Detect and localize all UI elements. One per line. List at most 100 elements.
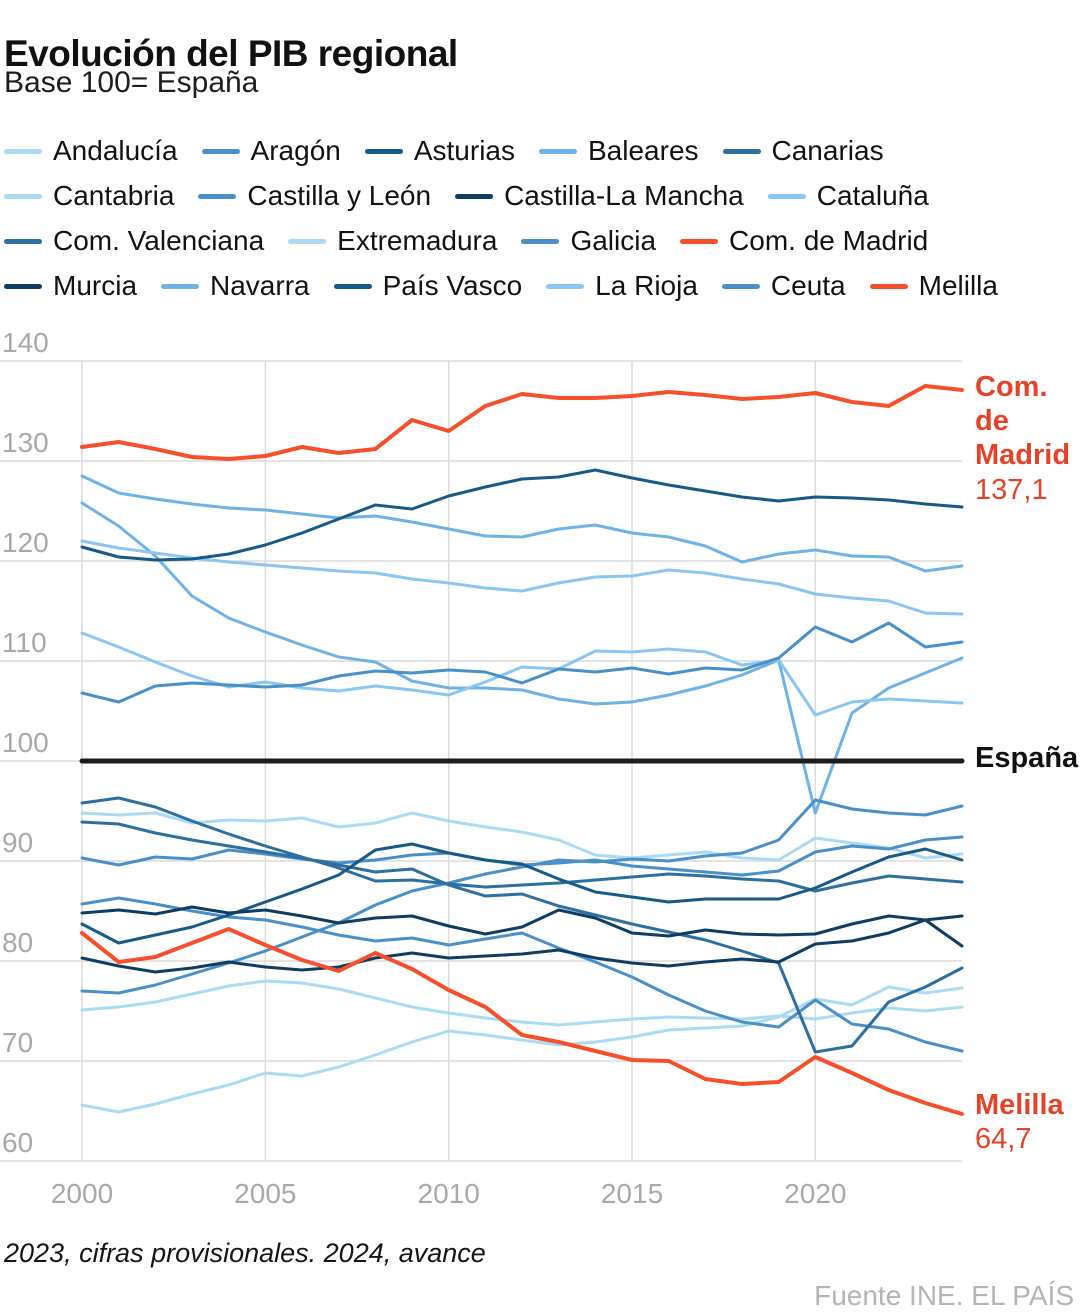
- series-line-Aragón: [80, 621, 964, 704]
- legend-label: Extremadura: [337, 225, 498, 256]
- legend-item-Ceuta: Ceuta: [721, 268, 846, 304]
- annotation-madrid-label: Com. de Madrid: [975, 371, 1071, 472]
- annotation-melilla-label: Melilla: [975, 1089, 1064, 1121]
- legend-label: Canarias: [771, 135, 884, 166]
- x-tick-label-2005: 2005: [234, 1178, 297, 1209]
- legend-label: Andalucía: [53, 135, 178, 166]
- legend-swatch-icon: [4, 148, 42, 154]
- legend-swatch-icon: [4, 238, 42, 244]
- annotation-espana-label: España: [975, 742, 1079, 774]
- legend-label: Com. Valenciana: [53, 225, 265, 256]
- legend-swatch-icon: [455, 193, 494, 199]
- series-line-Melilla: [80, 927, 964, 1116]
- page-title: Evolución del PIB regional: [4, 32, 458, 74]
- legend-item-Castilla-La Mancha: Castilla-La Mancha: [455, 178, 744, 214]
- legend-label: Castilla y León: [247, 180, 432, 211]
- legend-swatch-icon: [333, 283, 372, 289]
- y-tick-label-60: 60: [2, 1127, 34, 1158]
- source-credit: Fuente INE. EL PAÍS: [814, 1280, 1074, 1311]
- legend-swatch-icon: [721, 283, 760, 289]
- legend: Andalucía Aragón Asturias Baleares Canarias C…: [4, 133, 1066, 304]
- series-line-País Vasco: [80, 468, 964, 562]
- y-tick-label-70: 70: [2, 1027, 34, 1058]
- legend-swatch-icon: [288, 238, 327, 244]
- legend-label: Murcia: [53, 270, 138, 301]
- series-line-Baleares: [80, 501, 964, 815]
- x-tick-label-2020: 2020: [784, 1178, 847, 1209]
- y-tick-label-120: 120: [2, 527, 49, 558]
- legend-swatch-icon: [722, 148, 761, 154]
- x-tick-label-2010: 2010: [417, 1178, 480, 1209]
- series-line-Cantabria: [80, 811, 964, 862]
- legend-item-Galicia: Galicia: [521, 223, 656, 259]
- legend-item-Asturias: Asturias: [364, 133, 515, 169]
- y-tick-label-90: 90: [2, 827, 34, 858]
- legend-item-País Vasco: País Vasco: [333, 268, 523, 304]
- legend-label: Melilla: [918, 270, 998, 301]
- legend-label: Galicia: [570, 225, 657, 256]
- annotation-melilla: Melilla 64,7: [975, 1088, 1064, 1156]
- legend-swatch-icon: [4, 283, 42, 289]
- legend-label: Com. de Madrid: [729, 225, 929, 256]
- legend-item-Murcia: Murcia: [4, 268, 137, 304]
- legend-item-Castilla y León: Castilla y León: [198, 178, 431, 214]
- y-tick-label-140: 140: [2, 327, 49, 358]
- annotation-com-de-madrid: Com. de Madrid 137,1: [975, 370, 1077, 507]
- legend-label: Navarra: [210, 270, 310, 301]
- series-line-Com. Valenciana: [80, 796, 964, 893]
- legend-item-Navarra: Navarra: [161, 268, 310, 304]
- legend-label: Cantabria: [53, 180, 175, 211]
- y-tick-label-80: 80: [2, 927, 34, 958]
- series-line-Com. de Madrid: [80, 384, 964, 461]
- annotation-melilla-value: 64,7: [975, 1123, 1032, 1156]
- series-line-Castilla-La Mancha: [80, 918, 964, 974]
- x-tick-label-2000: 2000: [50, 1178, 114, 1209]
- footnote: 2023, cifras provisionales. 2024, avance: [4, 1238, 486, 1268]
- legend-swatch-icon: [198, 193, 237, 199]
- legend-item-Com. de Madrid: Com. de Madrid: [680, 223, 928, 259]
- legend-swatch-icon: [364, 148, 403, 154]
- series-line-Cataluña: [80, 539, 964, 616]
- legend-item-Andalucía: Andalucía: [4, 133, 178, 169]
- legend-label: Baleares: [588, 135, 699, 166]
- legend-swatch-icon: [767, 193, 806, 199]
- page-subtitle: Base 100= España: [4, 66, 259, 99]
- legend-item-Aragón: Aragón: [201, 133, 341, 169]
- legend-item-Baleares: Baleares: [539, 133, 699, 169]
- legend-label: Castilla-La Mancha: [504, 180, 744, 211]
- series-line-Murcia: [80, 905, 964, 938]
- legend-item-Canarias: Canarias: [722, 133, 884, 169]
- series-line-Asturias: [80, 842, 964, 945]
- series-line-Canarias: [80, 820, 964, 1054]
- legend-item-Com. Valenciana: Com. Valenciana: [4, 223, 264, 259]
- legend-item-Cataluña: Cataluña: [767, 178, 929, 214]
- legend-label: Ceuta: [770, 270, 846, 301]
- series-line-Navarra: [80, 474, 964, 573]
- legend-swatch-icon: [201, 148, 240, 154]
- series-line-Andalucía: [80, 979, 964, 1027]
- legend-swatch-icon: [546, 283, 585, 289]
- y-tick-label-100: 100: [2, 727, 49, 758]
- series-line-Ceuta: [80, 896, 964, 1053]
- legend-label: Cataluña: [816, 180, 929, 211]
- legend-label: Aragón: [250, 135, 341, 166]
- legend-swatch-icon: [539, 148, 577, 154]
- legend-swatch-icon: [869, 283, 908, 289]
- x-tick-label-2015: 2015: [600, 1178, 664, 1209]
- legend-item-Melilla: Melilla: [869, 268, 998, 304]
- legend-swatch-icon: [161, 283, 200, 289]
- series-line-La Rioja: [80, 631, 964, 717]
- legend-swatch-icon: [521, 238, 560, 244]
- legend-item-Cantabria: Cantabria: [4, 178, 174, 214]
- annotation-espana: España: [975, 741, 1078, 775]
- legend-label: La Rioja: [595, 270, 698, 301]
- y-tick-label-110: 110: [2, 627, 47, 658]
- legend-item-La Rioja: La Rioja: [546, 268, 698, 304]
- y-tick-label-130: 130: [2, 427, 49, 458]
- legend-label: Asturias: [413, 135, 515, 166]
- legend-item-Extremadura: Extremadura: [288, 223, 497, 259]
- legend-swatch-icon: [4, 193, 42, 199]
- legend-label: País Vasco: [382, 270, 523, 301]
- annotation-madrid-value: 137,1: [975, 473, 1048, 506]
